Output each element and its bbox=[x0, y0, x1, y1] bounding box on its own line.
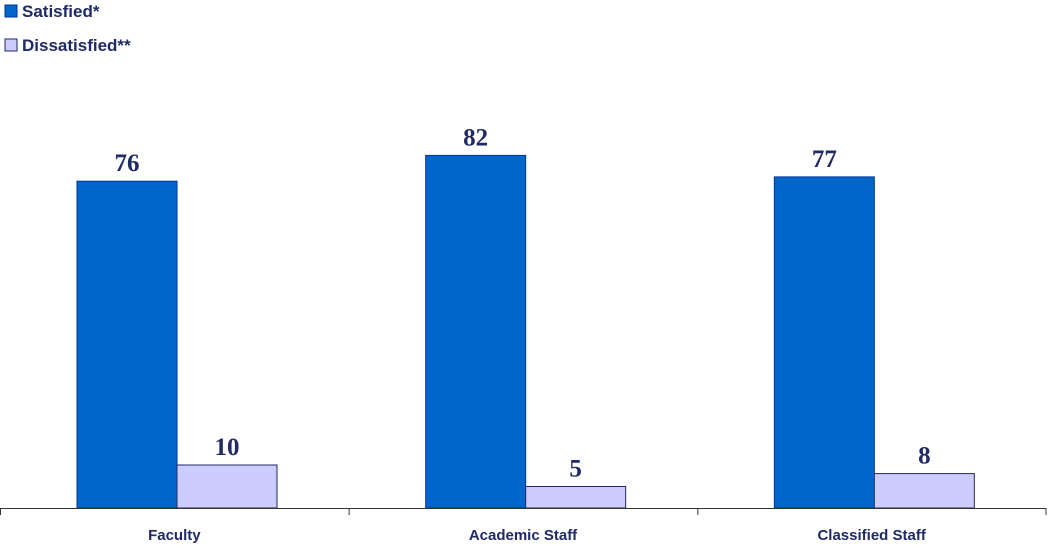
x-axis: Faculty Academic Staff Classified Staff bbox=[0, 508, 1047, 544]
data-label-satisfied-faculty: 76 bbox=[115, 150, 140, 177]
legend: Satisfied* Dissatisfied** bbox=[4, 2, 131, 55]
legend-swatch-dissatisfied bbox=[4, 38, 18, 52]
bar-satisfied-classified-staff bbox=[773, 176, 875, 509]
bar-dissatisfied-faculty bbox=[176, 464, 278, 509]
x-tick-label-academic-staff: Academic Staff bbox=[469, 527, 578, 544]
legend-label-satisfied: Satisfied* bbox=[22, 2, 100, 21]
bar-satisfied-academic-staff bbox=[425, 154, 527, 509]
data-label-dissatisfied-classified-staff: 8 bbox=[918, 443, 931, 470]
data-label-dissatisfied-faculty: 10 bbox=[215, 434, 240, 461]
x-tick-label-classified-staff: Classified Staff bbox=[817, 527, 926, 544]
bar-satisfied-faculty bbox=[76, 180, 178, 509]
bar-dissatisfied-classified-staff bbox=[873, 473, 975, 509]
x-tick-label-faculty: Faculty bbox=[148, 527, 201, 544]
bars-group bbox=[76, 154, 975, 509]
legend-swatch-satisfied bbox=[4, 4, 18, 18]
data-label-dissatisfied-academic-staff: 5 bbox=[569, 456, 582, 483]
bar-dissatisfied-academic-staff bbox=[525, 486, 627, 509]
data-label-satisfied-academic-staff: 82 bbox=[463, 124, 488, 151]
data-labels-group: 76 10 82 5 77 8 bbox=[115, 124, 931, 482]
data-label-satisfied-classified-staff: 77 bbox=[812, 146, 837, 173]
legend-label-dissatisfied: Dissatisfied** bbox=[22, 36, 131, 55]
